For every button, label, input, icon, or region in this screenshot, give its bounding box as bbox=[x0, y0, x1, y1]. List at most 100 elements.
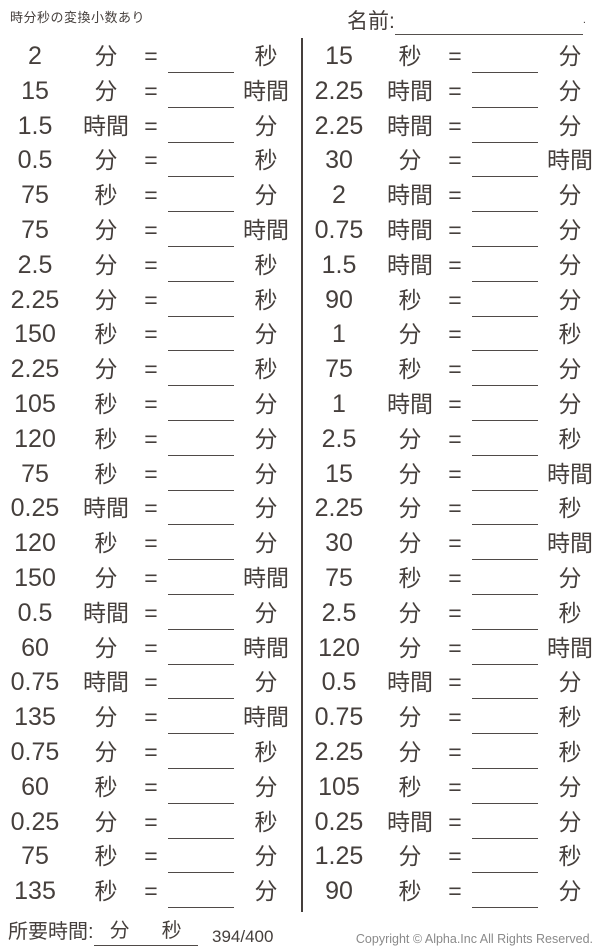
answer-blank[interactable] bbox=[168, 489, 234, 491]
answer-blank[interactable] bbox=[168, 559, 234, 561]
answer-blank[interactable] bbox=[472, 593, 538, 595]
answer-blank[interactable] bbox=[472, 385, 538, 387]
problem-value: 120 bbox=[14, 424, 56, 453]
elapsed-time-entry-line[interactable]: 分 秒 bbox=[93, 918, 198, 946]
problem-row: 0.5 時間 = 分 bbox=[304, 665, 600, 700]
problem-row: 2.25 分 = 秒 bbox=[304, 735, 600, 770]
answer-blank[interactable] bbox=[168, 663, 234, 665]
problem-row: 135 秒 = 分 bbox=[0, 874, 300, 909]
equals-sign: = bbox=[448, 495, 462, 522]
problem-value: 0.5 bbox=[17, 146, 53, 175]
problem-from-unit: 時間 bbox=[387, 77, 433, 104]
equals-sign: = bbox=[448, 77, 462, 104]
problem-from-unit: 時間 bbox=[387, 112, 433, 139]
problem-to-unit: 分 bbox=[254, 495, 278, 522]
answer-blank[interactable] bbox=[472, 106, 538, 108]
problem-row: 120 分 = 時間 bbox=[304, 631, 600, 666]
problem-row: 1 時間 = 分 bbox=[304, 387, 600, 422]
problem-from-unit: 分 bbox=[398, 843, 422, 870]
problem-to-unit: 時間 bbox=[547, 530, 593, 557]
answer-blank[interactable] bbox=[472, 176, 538, 178]
problem-value: 120 bbox=[318, 633, 360, 662]
answer-blank[interactable] bbox=[472, 802, 538, 804]
answer-blank[interactable] bbox=[472, 907, 538, 909]
problem-to-unit: 分 bbox=[254, 878, 278, 905]
name-entry-line[interactable] bbox=[394, 8, 583, 35]
answer-blank[interactable] bbox=[472, 211, 538, 213]
problem-to-unit: 分 bbox=[558, 356, 582, 383]
answer-blank[interactable] bbox=[472, 489, 538, 491]
problem-to-unit: 分 bbox=[558, 564, 582, 591]
answer-blank[interactable] bbox=[472, 419, 538, 421]
answer-blank[interactable] bbox=[168, 350, 234, 352]
problem-from-unit: 秒 bbox=[398, 878, 422, 905]
problem-from-unit: 分 bbox=[94, 738, 118, 765]
answer-blank[interactable] bbox=[472, 454, 538, 456]
problem-to-unit: 時間 bbox=[243, 704, 289, 731]
answer-blank[interactable] bbox=[168, 628, 234, 630]
problem-value: 15 bbox=[325, 42, 353, 70]
answer-blank[interactable] bbox=[168, 141, 234, 143]
answer-blank[interactable] bbox=[472, 524, 538, 526]
column-divider bbox=[301, 38, 303, 912]
problem-row: 1.5 時間 = 分 bbox=[304, 248, 600, 283]
answer-blank[interactable] bbox=[168, 837, 234, 839]
answer-blank[interactable] bbox=[472, 837, 538, 839]
answer-blank[interactable] bbox=[472, 315, 538, 317]
answer-blank[interactable] bbox=[168, 872, 234, 874]
equals-sign: = bbox=[144, 460, 158, 487]
problem-row: 0.25 時間 = 分 bbox=[304, 805, 600, 840]
answer-blank[interactable] bbox=[168, 385, 234, 387]
answer-blank[interactable] bbox=[168, 802, 234, 804]
answer-blank[interactable] bbox=[472, 663, 538, 665]
answer-blank[interactable] bbox=[472, 733, 538, 735]
answer-blank[interactable] bbox=[472, 245, 538, 247]
answer-blank[interactable] bbox=[168, 280, 234, 282]
equals-sign: = bbox=[448, 738, 462, 765]
answer-blank[interactable] bbox=[472, 872, 538, 874]
answer-blank[interactable] bbox=[168, 454, 234, 456]
answer-blank[interactable] bbox=[472, 141, 538, 143]
answer-blank[interactable] bbox=[168, 907, 234, 909]
problem-to-unit: 分 bbox=[254, 425, 278, 452]
problem-from-unit: 分 bbox=[94, 564, 118, 591]
answer-blank[interactable] bbox=[168, 176, 234, 178]
answer-blank[interactable] bbox=[168, 593, 234, 595]
problem-value: 90 bbox=[325, 285, 353, 314]
equals-sign: = bbox=[448, 43, 462, 69]
answer-blank[interactable] bbox=[168, 245, 234, 247]
answer-blank[interactable] bbox=[168, 419, 234, 421]
answer-blank[interactable] bbox=[168, 733, 234, 735]
name-label: 名前: bbox=[347, 10, 395, 33]
problem-from-unit: 分 bbox=[398, 704, 422, 731]
answer-blank[interactable] bbox=[472, 628, 538, 630]
problem-to-unit: 秒 bbox=[254, 251, 278, 278]
problem-from-unit: 分 bbox=[398, 495, 422, 522]
problem-row: 105 秒 = 分 bbox=[304, 770, 600, 805]
answer-blank[interactable] bbox=[168, 698, 234, 700]
problem-value: 0.75 bbox=[314, 215, 364, 244]
answer-blank[interactable] bbox=[472, 559, 538, 561]
answer-blank[interactable] bbox=[168, 211, 234, 213]
answer-blank[interactable] bbox=[472, 72, 538, 73]
answer-blank[interactable] bbox=[168, 767, 234, 769]
answer-blank[interactable] bbox=[472, 767, 538, 769]
problem-from-unit: 秒 bbox=[94, 843, 118, 870]
equals-sign: = bbox=[144, 286, 158, 313]
equals-sign: = bbox=[448, 564, 462, 591]
problem-from-unit: 分 bbox=[94, 251, 118, 278]
problem-from-unit: 時間 bbox=[387, 251, 433, 278]
answer-blank[interactable] bbox=[168, 315, 234, 317]
answer-blank[interactable] bbox=[472, 280, 538, 282]
equals-sign: = bbox=[144, 495, 158, 522]
problem-from-unit: 分 bbox=[398, 738, 422, 765]
answer-blank[interactable] bbox=[168, 72, 234, 73]
equals-sign: = bbox=[448, 530, 462, 557]
problem-from-unit: 分 bbox=[94, 147, 118, 174]
answer-blank[interactable] bbox=[472, 698, 538, 700]
answer-blank[interactable] bbox=[168, 524, 234, 526]
answer-blank[interactable] bbox=[472, 350, 538, 352]
problem-row: 2.25 分 = 秒 bbox=[0, 283, 300, 318]
answer-blank[interactable] bbox=[168, 106, 234, 108]
problem-value: 150 bbox=[14, 563, 56, 592]
